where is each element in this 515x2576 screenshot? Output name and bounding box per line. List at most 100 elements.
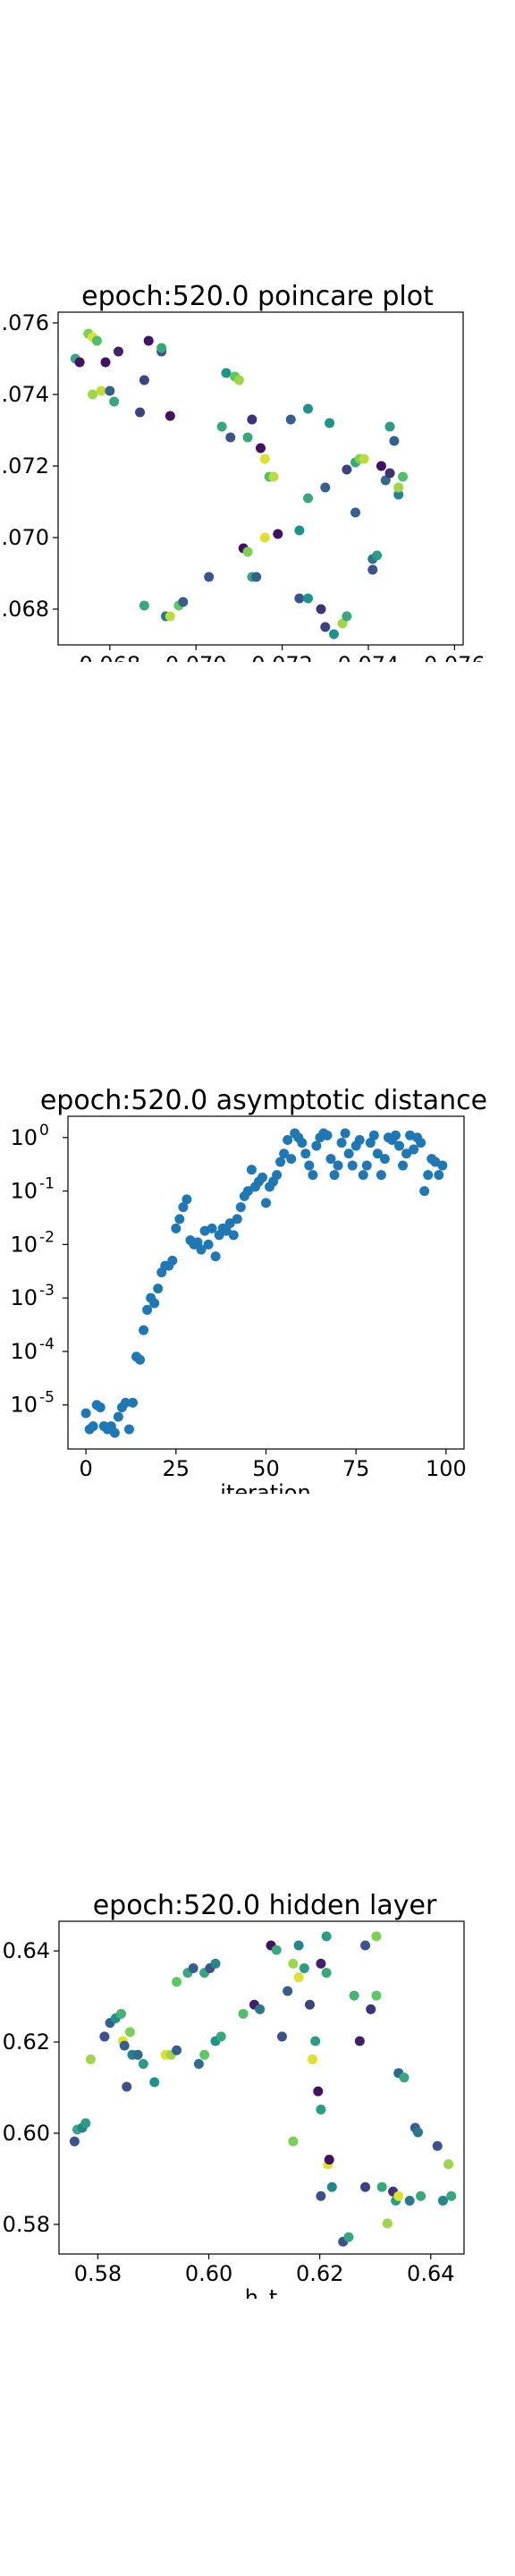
scatter-point (216, 421, 227, 432)
scatter-point (69, 2136, 80, 2147)
scatter-point (316, 2190, 326, 2201)
scatter-point (379, 1154, 390, 1165)
scatter-point (399, 2072, 409, 2083)
scatter-point (138, 2059, 148, 2070)
scatter-point (389, 436, 400, 446)
scatter-point (171, 1223, 182, 1233)
scatter-point (139, 375, 149, 386)
y-tick-label: 10 (10, 1179, 38, 1204)
scatter-point (393, 482, 404, 493)
scatter-point (398, 471, 409, 482)
scatter-point (272, 1170, 283, 1181)
scatter-point (333, 1160, 343, 1171)
scatter-point (304, 1160, 315, 1171)
scatter-point (271, 1945, 282, 1955)
scatter-point (432, 2140, 443, 2151)
scatter-point (203, 1239, 214, 1250)
scatter-point (384, 421, 395, 432)
scatter-point (88, 389, 98, 400)
scatter-point (224, 1218, 235, 1229)
scatter-point (109, 396, 120, 407)
scatter-point (242, 1186, 253, 1197)
scatter-point (88, 1421, 98, 1432)
scatter-point (233, 375, 244, 386)
scatter-point (132, 2049, 143, 2060)
scatter-point (156, 343, 167, 353)
scatter-point (294, 525, 305, 536)
scatter-point (371, 1990, 382, 2001)
y-tick-label: 0.62 (3, 2029, 50, 2055)
scatter-point (99, 2031, 110, 2042)
poincare-plot-chart: epoch:520.0 poincare plot 0.068 0.070 0.07… (0, 281, 485, 662)
x-axis-ticks: 0.068 0.070 0.072 0.074 0.076 (79, 645, 485, 662)
scatter-point (279, 1148, 290, 1159)
scatter-point (437, 1160, 448, 1171)
scatter-point (165, 411, 175, 421)
scatter-point (235, 1202, 246, 1213)
scatter-point (293, 1940, 304, 1951)
scatter-point (343, 1148, 354, 1159)
scatter-point (367, 564, 378, 575)
x-tick-label: 100 (426, 1456, 467, 1481)
scatter-point (109, 1428, 120, 1438)
scatter-point (320, 622, 331, 632)
scatter-point (416, 2190, 426, 2201)
scatter-point (193, 2059, 204, 2070)
scatter-point (376, 461, 386, 471)
x-tick-label: 50 (252, 1456, 280, 1481)
scatter-point (308, 1170, 318, 1181)
scatter-point (311, 1140, 322, 1151)
scatter-point (359, 453, 369, 464)
scatter-point (368, 1130, 379, 1140)
scatter-point (412, 2127, 423, 2138)
scatter-point (95, 1402, 106, 1412)
scatter-point (123, 1424, 134, 1435)
scatter-point (165, 611, 175, 622)
plot-frame (58, 1920, 465, 2255)
scatter-point (135, 1354, 146, 1365)
scatter-point (409, 1144, 419, 1155)
scatter-point (238, 2008, 249, 2019)
scatter-point (149, 1298, 160, 1309)
scatter-point (143, 335, 154, 346)
scatter-point (142, 1304, 153, 1315)
y-axis-ticks: 0.58 0.60 0.62 0.64 (3, 1938, 59, 2237)
y-axis-ticks: 0.068 0.070 0.072 0.074 0.076 (0, 310, 58, 622)
y-tick-label: 0.64 (3, 1938, 50, 1963)
scatter-point (434, 1170, 444, 1181)
scatter-point (285, 414, 296, 425)
scatter-point (416, 1138, 426, 1148)
x-tick-label: 0.074 (338, 652, 400, 662)
scatter-point (371, 1931, 382, 1942)
scatter-point (139, 1325, 149, 1335)
scatter-point (398, 1160, 409, 1171)
chart-title: epoch:520.0 hidden layer (93, 1890, 437, 1921)
y-tick-label: 10 (10, 1232, 38, 1257)
scatter-point (74, 357, 85, 368)
x-tick-label: 0.60 (185, 2261, 232, 2286)
scatter-point (255, 2004, 266, 2014)
x-tick-label: 0.076 (424, 652, 485, 662)
scatter-point (135, 407, 146, 418)
scatter-point (80, 2118, 91, 2129)
scatter-point (316, 2104, 326, 2114)
y-tick-label: 10 (10, 1339, 38, 1364)
scatter-point (242, 547, 253, 557)
scatter-point (382, 2218, 393, 2229)
scatter-point (221, 368, 232, 378)
y-tick-exponent: 0 (39, 1122, 49, 1140)
scatter-point (113, 1411, 123, 1422)
chart-title: epoch:520.0 asymptotic distance (40, 1085, 487, 1116)
x-tick-label: 0.068 (79, 652, 140, 662)
scatter-point (328, 629, 339, 640)
scatter-point (354, 1135, 365, 1146)
scatter-point (337, 618, 348, 629)
scatter-point (437, 2195, 448, 2206)
scatter-point (261, 1198, 271, 1208)
scatter-point (366, 2004, 376, 2014)
scatter-point (232, 1214, 242, 1224)
scatter-point (360, 2182, 371, 2192)
scatter-point (139, 600, 149, 611)
scatter-point (119, 2040, 130, 2051)
scatter-point (326, 2182, 337, 2192)
